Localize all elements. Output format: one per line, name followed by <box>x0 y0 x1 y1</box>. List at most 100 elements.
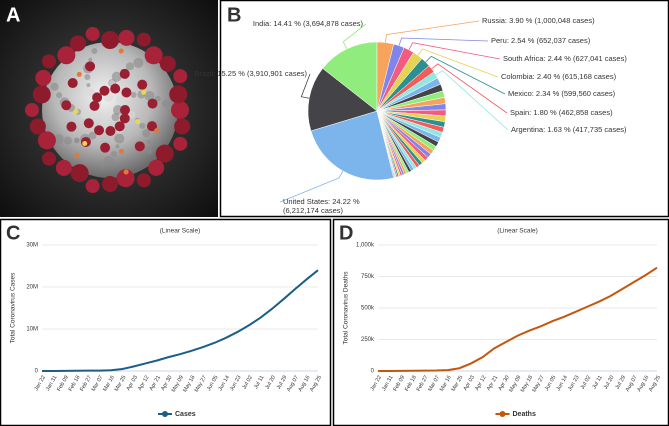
virus-texture <box>130 91 137 98</box>
virus-texture <box>144 90 155 101</box>
virus-texture <box>125 62 134 71</box>
slice-label: Brazil: 15.25 % (3,910,901 cases) <box>194 69 307 78</box>
y-tick-label: 500k <box>361 306 375 312</box>
x-tick-label: Mar 25 <box>451 375 465 393</box>
virus-spike <box>94 125 105 136</box>
virus-spike <box>118 29 135 46</box>
pie-slice <box>307 68 378 132</box>
legend-marker <box>162 411 168 417</box>
virus-texture <box>88 111 97 120</box>
virus-image <box>0 0 218 217</box>
y-tick-label: 10M <box>26 327 38 333</box>
x-tick-label: Jul 02 <box>241 375 254 391</box>
virus-dot <box>141 89 147 95</box>
label-line: (6,212,174 cases) <box>283 206 344 215</box>
data-line <box>377 266 658 372</box>
virus-spike <box>137 79 148 90</box>
label-connector <box>417 48 499 78</box>
virus-texture <box>133 57 144 68</box>
virus-texture <box>50 82 59 91</box>
y-axis-title: Total Coronavirus Deaths <box>343 271 350 345</box>
legend-label: Deaths <box>513 411 536 418</box>
label-connector <box>385 20 480 43</box>
virus-texture <box>111 113 120 122</box>
x-tick-label: Aug 25 <box>309 375 323 393</box>
virus-spike <box>148 159 165 176</box>
virus-texture <box>74 138 79 143</box>
virus-spike <box>99 85 110 96</box>
panel-border <box>332 218 669 426</box>
x-tick-label: Aug 25 <box>648 375 662 393</box>
pie-slice <box>310 110 394 181</box>
label-connector <box>398 37 489 46</box>
label-connector <box>435 70 509 131</box>
virus-texture <box>110 150 117 157</box>
virus-spike <box>32 85 51 104</box>
label-connector <box>342 23 367 50</box>
y-tick-label: 750k <box>361 274 375 280</box>
virus-spike <box>174 118 191 135</box>
slice-label: South Africa: 2.44 % (627,041 cases) <box>503 54 627 63</box>
virus-spike <box>121 87 132 98</box>
virus-dot <box>135 119 141 125</box>
x-tick-label: Jun 23 <box>567 375 580 392</box>
virus-spike <box>100 142 111 153</box>
slice-label: Peru: 2.54 % (652,037 cases) <box>491 36 591 45</box>
virus-texture <box>91 48 98 55</box>
pie-slice <box>322 41 378 112</box>
virus-dot <box>123 169 129 175</box>
virus-texture <box>88 57 93 62</box>
virus-spike <box>173 69 188 84</box>
virus-spike <box>116 169 135 188</box>
y-tick-label: 20M <box>26 285 38 291</box>
virus-spike <box>144 46 163 65</box>
virus-texture <box>139 122 146 129</box>
virus-spike <box>101 31 119 49</box>
virus-spike <box>147 98 158 109</box>
virus-spike <box>37 131 56 150</box>
virus-texture <box>86 83 91 88</box>
virus-texture <box>146 147 153 154</box>
virus-dot <box>74 152 80 158</box>
virus-spike <box>89 100 100 111</box>
slice-label: Colombia: 2.40 % (615,168 cases) <box>501 72 617 81</box>
chart-subtitle: (Linear Scale) <box>497 228 537 235</box>
label-connector <box>431 63 508 114</box>
y-tick-label: 0 <box>371 369 375 375</box>
virus-spike <box>119 113 130 124</box>
y-tick-label: 250k <box>361 337 375 343</box>
virus-spike <box>110 83 121 94</box>
virus-texture <box>142 129 151 138</box>
virus-texture <box>88 131 97 140</box>
virus-dot <box>76 71 82 77</box>
slice-label: Argentina: 1.63 % (417,735 cases) <box>511 125 627 134</box>
virus-spike <box>42 151 57 166</box>
y-tick-label: 1,000k <box>356 243 375 249</box>
virus-spike <box>136 173 151 188</box>
virus-spike <box>35 69 52 86</box>
virus-texture <box>86 88 95 97</box>
virus-spike <box>159 55 176 72</box>
virus-texture <box>56 92 63 99</box>
virus-spike <box>42 54 57 69</box>
virus-texture <box>103 155 114 166</box>
chart-subtitle: (Linear Scale) <box>160 228 200 235</box>
virus-texture <box>146 139 151 144</box>
slice-label: Mexico: 2.34 % (599,560 cases) <box>508 89 616 98</box>
data-line <box>41 269 319 372</box>
virus-spike <box>120 105 130 115</box>
panel-label: B <box>227 4 241 26</box>
virus-spike <box>146 121 157 132</box>
virus-texture <box>53 134 64 145</box>
slice-label: India: 14.41 % (3,694,878 cases) <box>253 19 364 28</box>
pie-slice <box>376 110 395 179</box>
virus-dot <box>82 141 88 147</box>
label-connector <box>425 55 506 95</box>
panel-label: D <box>339 222 353 244</box>
virus-texture <box>84 74 91 81</box>
virus-spike <box>55 159 72 176</box>
virus-dot <box>154 128 160 134</box>
virus-spike <box>92 92 103 103</box>
virus-spike <box>61 100 72 111</box>
